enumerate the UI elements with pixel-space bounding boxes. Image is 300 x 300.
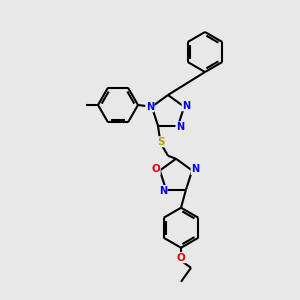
Text: N: N [146, 102, 154, 112]
Text: N: N [159, 185, 167, 196]
Text: S: S [157, 137, 165, 147]
Text: N: N [182, 101, 190, 111]
Text: N: N [191, 164, 199, 175]
Text: O: O [177, 253, 185, 263]
Text: N: N [176, 122, 184, 132]
Text: O: O [152, 164, 160, 175]
